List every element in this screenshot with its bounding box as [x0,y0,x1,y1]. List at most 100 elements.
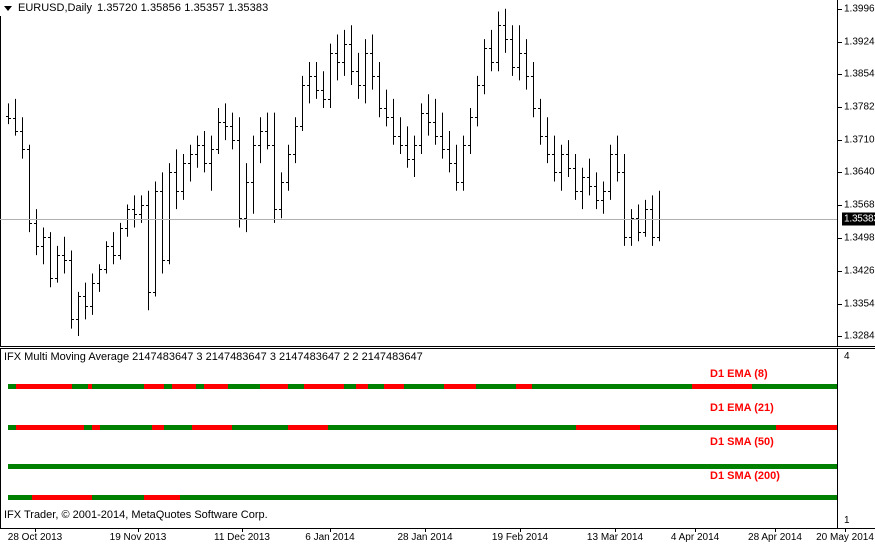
dot-segment [764,495,768,500]
dot-segment [276,495,280,500]
dot-segment [824,384,828,389]
dot-segment [472,425,476,430]
dot-segment [444,425,448,430]
price-axis[interactable]: 1.39960 1.39240 1.38540 1.37820 1.37100 1.364… [837,0,875,347]
dot-segment [208,495,212,500]
dot-segment [268,425,272,430]
dot-segment [56,495,60,500]
ohlc-bar [258,117,263,164]
dot-segment [272,495,276,500]
dot-segment [560,495,564,500]
ohlc-bar [440,112,445,159]
dot-segment [628,464,632,469]
dot-segment [600,384,604,389]
dot-segment [360,384,364,389]
ohlc-bar [391,98,396,145]
dot-segment [760,425,764,430]
dot-segment [252,464,256,469]
dot-segment [260,425,264,430]
ohlc-bar [475,75,480,127]
dot-segment [92,425,96,430]
dot-segment [644,495,648,500]
dot-segment [292,425,296,430]
ohlc-bar [6,103,11,125]
dot-segment [804,425,808,430]
dot-segment [736,384,740,389]
dot-segment [616,464,620,469]
dot-segment [776,425,780,430]
dot-segment [68,464,72,469]
dot-segment [120,464,124,469]
dot-segment [212,384,216,389]
time-axis[interactable]: 28 Oct 2013 19 Nov 2013 11 Dec 2013 6 Jan 2… [0,528,875,545]
time-axis-label: 28 Oct 2013 [7,532,63,543]
dot-segment [288,384,292,389]
dot-segment [20,425,24,430]
dot-segment [300,464,304,469]
dot-segment [656,495,660,500]
dot-segment [508,384,512,389]
dot-segment [752,425,756,430]
dot-segment [300,495,304,500]
dot-segment [16,384,20,389]
dot-segment [520,384,524,389]
dot-segment [356,495,360,500]
dot-segment [812,384,816,389]
ohlc-bar [363,39,368,104]
dot-segment [524,464,528,469]
symbol-period-label: EURUSD,Daily [18,2,92,14]
dot-segment [228,384,232,389]
dot-segment [548,425,552,430]
dot-segment [432,495,436,500]
dot-segment [176,384,180,389]
chevron-down-icon[interactable] [4,5,12,11]
dot-segment [52,464,56,469]
ohlc-bar [594,172,599,210]
ohlc-bar [181,153,186,200]
dot-segment [24,425,28,430]
dot-segment [84,425,88,430]
time-axis-label: 20 May 2014 [816,532,874,543]
dot-segment [196,384,200,389]
dot-segment [168,384,172,389]
dot-segment [692,464,696,469]
dot-segment [96,464,100,469]
dot-segment [736,425,740,430]
dot-segment [516,495,520,500]
dot-segment [256,384,260,389]
dot-segment [148,495,152,500]
dot-segment [576,495,580,500]
price-plot-area[interactable] [0,0,837,347]
dot-segment [576,384,580,389]
dot-segment [192,384,196,389]
dot-segment [772,384,776,389]
ohlc-bar [412,135,417,177]
dot-segment [132,425,136,430]
dot-segment [308,384,312,389]
dot-segment [504,464,508,469]
dot-segment [320,464,324,469]
dot-segment [588,495,592,500]
dot-segment [24,464,28,469]
dot-segment [212,495,216,500]
price-axis-label: 1.34260 [844,265,875,277]
dot-segment [100,384,104,389]
dot-segment [512,425,516,430]
time-axis-tick [425,529,426,532]
dot-segment [72,464,76,469]
dot-segment [296,425,300,430]
dot-segment [400,495,404,500]
dot-segment [736,495,740,500]
dot-segment [360,464,364,469]
indicator-plot-area[interactable]: D1 EMA (8) D1 EMA (21) D1 SMA (50) D1 SMA (… [0,349,837,529]
dot-segment [312,425,316,430]
dot-segment [452,425,456,430]
dot-segment [344,425,348,430]
dot-segment [508,425,512,430]
dot-segment [280,384,284,389]
dot-segment [532,495,536,500]
dot-segment [56,384,60,389]
dot-segment [348,384,352,389]
dot-segment [324,495,328,500]
dot-segment [744,384,748,389]
